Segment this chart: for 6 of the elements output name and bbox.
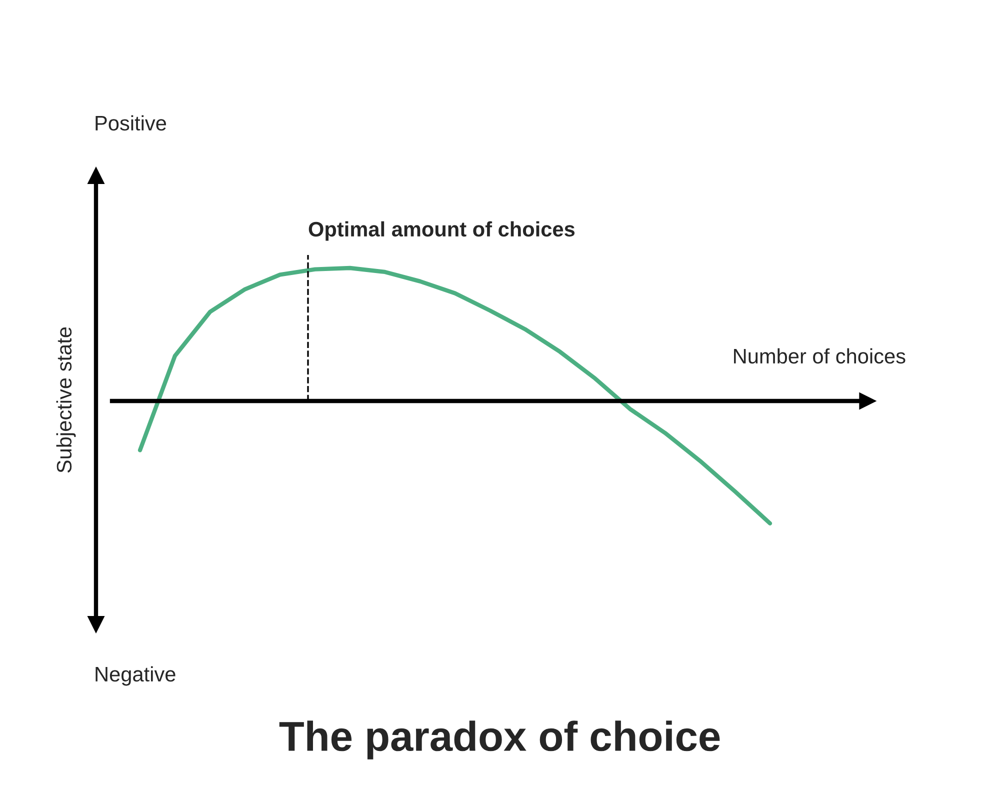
text: Negative: [96, 666, 176, 686]
text: Positive: [96, 115, 166, 131]
y-axis-title: Subjective state: [56, 327, 76, 473]
text: The paradox of choice: [279, 720, 720, 760]
text: Optimal amount of choices: [308, 221, 575, 241]
x-axis-title: Number of choices: [734, 348, 906, 364]
